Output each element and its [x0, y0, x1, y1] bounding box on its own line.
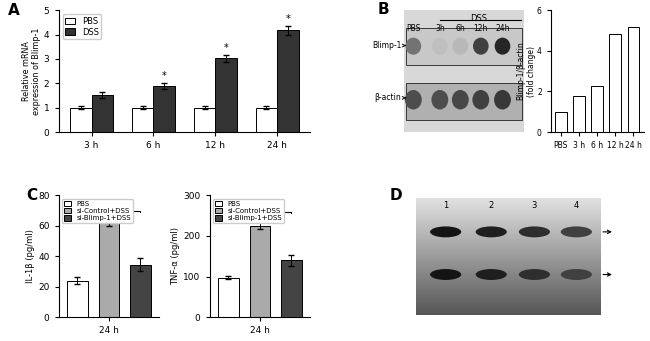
Bar [250, 226, 270, 317]
Text: DSS: DSS [470, 14, 487, 23]
Text: PBS: PBS [406, 24, 421, 33]
Bar [99, 222, 119, 317]
Bar [67, 281, 88, 317]
Ellipse shape [452, 90, 469, 109]
Ellipse shape [473, 90, 489, 109]
Text: 1: 1 [443, 202, 448, 210]
Text: 3: 3 [532, 202, 537, 210]
Text: 12h: 12h [474, 24, 488, 33]
Ellipse shape [406, 38, 421, 55]
Bar [92, 95, 113, 132]
Ellipse shape [473, 38, 489, 55]
Bar [215, 58, 237, 132]
Ellipse shape [432, 90, 448, 109]
Bar [573, 97, 585, 132]
Ellipse shape [495, 38, 510, 55]
Text: 6h: 6h [456, 24, 465, 33]
Ellipse shape [519, 269, 550, 280]
Legend: PBS, si-Control+DSS, si-Blimp-1+DSS: PBS, si-Control+DSS, si-Blimp-1+DSS [62, 199, 133, 223]
Text: C: C [26, 188, 38, 203]
Y-axis label: TNF-α (pg/ml): TNF-α (pg/ml) [172, 227, 181, 285]
Text: *: * [122, 200, 127, 210]
Text: 2: 2 [489, 202, 494, 210]
Bar [218, 278, 239, 317]
Text: *: * [273, 201, 278, 211]
Ellipse shape [430, 269, 461, 280]
Text: B: B [377, 2, 389, 17]
Ellipse shape [405, 90, 422, 109]
Legend: PBS, si-Control+DSS, si-Blimp-1+DSS: PBS, si-Control+DSS, si-Blimp-1+DSS [213, 199, 283, 223]
Bar [555, 112, 567, 132]
Y-axis label: Blimp-1/β-actin
(fold change): Blimp-1/β-actin (fold change) [516, 42, 536, 101]
Y-axis label: IL-1β (pg/ml): IL-1β (pg/ml) [26, 229, 35, 283]
Bar [277, 30, 299, 132]
Text: *: * [224, 43, 229, 53]
Text: 4: 4 [574, 202, 579, 210]
Ellipse shape [494, 90, 511, 109]
Bar [132, 108, 153, 132]
Bar [592, 86, 603, 132]
Text: *: * [285, 14, 291, 24]
Bar [610, 33, 621, 132]
Text: β-actin: β-actin [374, 93, 401, 102]
Ellipse shape [519, 226, 550, 237]
Ellipse shape [476, 226, 507, 237]
Text: A: A [8, 3, 20, 18]
Ellipse shape [452, 38, 468, 55]
Ellipse shape [476, 269, 507, 280]
Text: D: D [389, 188, 402, 203]
Bar [406, 29, 522, 65]
Ellipse shape [561, 226, 592, 237]
Y-axis label: Relative mRNA
expression of Blimp-1: Relative mRNA expression of Blimp-1 [21, 27, 41, 115]
Bar [130, 265, 151, 317]
Text: 24h: 24h [495, 24, 510, 33]
Bar [70, 108, 92, 132]
Bar [627, 28, 640, 132]
Bar [255, 108, 277, 132]
Ellipse shape [561, 269, 592, 280]
Legend: PBS, DSS: PBS, DSS [62, 14, 101, 39]
Text: Blimp-1: Blimp-1 [372, 41, 401, 50]
Text: 3h: 3h [435, 24, 445, 33]
Text: *: * [162, 71, 166, 81]
Ellipse shape [432, 38, 448, 55]
Bar [406, 83, 522, 120]
Bar [194, 108, 215, 132]
Bar [281, 260, 302, 317]
Ellipse shape [430, 226, 461, 237]
Bar [153, 86, 175, 132]
